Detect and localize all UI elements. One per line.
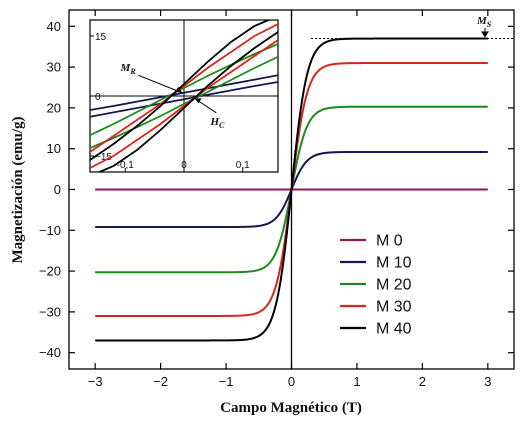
mr-arrow-shaft — [137, 74, 182, 93]
ms-annotation-main: M — [476, 15, 488, 27]
x-axis-title: Campo Magnético (T) — [220, 400, 362, 416]
x-tick-label: 2 — [419, 374, 426, 389]
main-ticks — [69, 10, 514, 369]
legend-label: M 0 — [376, 233, 403, 250]
main-annotations: MS — [311, 15, 514, 40]
hc-annotation: HC — [209, 116, 225, 130]
hc-arrow-head — [194, 98, 202, 104]
y-tick-label: 30 — [47, 60, 61, 75]
inset-loop-m-20-lower — [90, 55, 278, 149]
mr-annotation-main: M — [120, 62, 132, 74]
x-tick-label: 3 — [484, 374, 491, 389]
ms-arrow-head — [481, 31, 489, 38]
inset-loop-m-40-upper — [90, 20, 271, 161]
inset-series — [90, 20, 278, 172]
inset-loop-m-10-upper — [90, 74, 278, 111]
inset-loop-m-10-lower — [90, 81, 278, 118]
ms-annotation: MS — [476, 15, 492, 29]
inset-x-tick-label: -0,1 — [117, 160, 135, 171]
y-tick-label: −40 — [39, 345, 61, 360]
x-tick-label: −1 — [219, 374, 234, 389]
hc-annotation-sub: C — [219, 121, 225, 130]
inset-zero-lines — [90, 20, 278, 172]
legend-label: M 30 — [376, 299, 412, 316]
y-tick-label: −30 — [39, 304, 61, 319]
hc-arrow-shaft — [196, 99, 217, 114]
y-tick-label: −10 — [39, 223, 61, 238]
inset-loop-m-20-upper — [90, 43, 278, 137]
legend-label: M 10 — [376, 255, 412, 272]
inset-loop-m-30-lower — [90, 39, 278, 169]
ms-annotation-sub: S — [487, 20, 492, 29]
mr-annotation-sub: R — [129, 67, 136, 76]
legend-label: M 40 — [376, 321, 412, 338]
hc-annotation-main: H — [209, 116, 219, 128]
inset-y-tick-label: 15 — [95, 32, 107, 43]
y-tick-label: −20 — [39, 264, 61, 279]
x-tick-label: −2 — [153, 374, 168, 389]
y-tick-label: 10 — [47, 141, 61, 156]
y-tick-label: 0 — [54, 182, 61, 197]
y-tick-label: 20 — [47, 100, 61, 115]
inset-annotations: MR HC — [120, 62, 225, 130]
inset-y-tick-label: −15 — [95, 152, 112, 163]
inset-loop-m-30-upper — [90, 23, 278, 153]
series-line-m-40 — [95, 37, 488, 342]
x-tick-label: 0 — [288, 374, 295, 389]
y-tick-label: 40 — [47, 19, 61, 34]
inset-loop-m-40-lower — [97, 31, 278, 172]
mr-annotation: MR — [120, 62, 137, 76]
x-tick-label: −3 — [88, 374, 103, 389]
main-series — [95, 37, 488, 342]
y-axis-title: Magnetización (emu/g) — [10, 116, 26, 263]
legend-label: M 20 — [376, 277, 412, 294]
inset-y-tick-label: 0 — [95, 92, 101, 103]
mr-arrow-head — [175, 86, 183, 93]
x-tick-label: 1 — [353, 374, 360, 389]
inset-x-tick-label: 0,1 — [236, 160, 250, 171]
legend: M 0 M 10 M 20 M 30 M 40 — [340, 233, 412, 338]
